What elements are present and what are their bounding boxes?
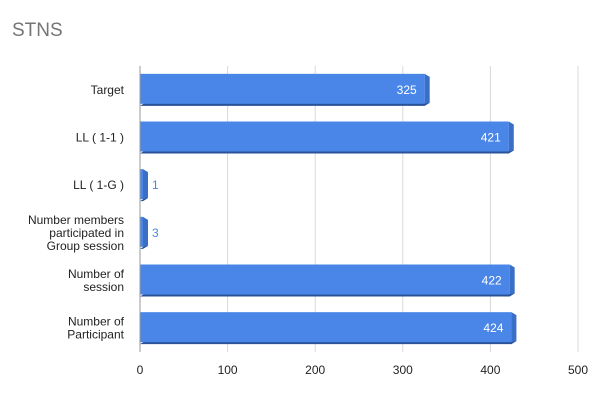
category-label: Participant (67, 328, 124, 342)
bar (140, 312, 512, 343)
bar-side-face (143, 216, 148, 247)
x-tick-label: 400 (480, 363, 500, 377)
bar-side-face (508, 121, 514, 152)
bar-side-face (424, 73, 430, 104)
bar-bottom-face (140, 245, 148, 249)
bar (140, 121, 509, 152)
category-label: Group session (47, 239, 124, 253)
bar-side-face (511, 312, 517, 343)
x-tick-label: 500 (568, 363, 588, 377)
category-label: participated in (49, 226, 124, 240)
data-label: 424 (483, 321, 503, 335)
x-tick-label: 100 (218, 363, 238, 377)
x-tick-label: 0 (137, 363, 144, 377)
category-label: LL ( 1-G ) (73, 178, 124, 192)
data-label: 1 (152, 178, 159, 192)
chart-title: STNS (12, 20, 63, 41)
bar (140, 73, 425, 104)
bar (140, 264, 510, 295)
data-label: 422 (482, 274, 502, 288)
x-tick-label: 200 (305, 363, 325, 377)
data-label: 3 (152, 226, 159, 240)
bar-side-face (143, 169, 148, 200)
x-tick-label: 300 (393, 363, 413, 377)
bar (140, 216, 143, 247)
category-label: Number members (28, 213, 124, 227)
bar-bottom-face (140, 198, 148, 202)
category-label: Number of (68, 267, 125, 281)
category-label: Target (91, 83, 125, 97)
data-label: 421 (481, 131, 501, 145)
bar (140, 169, 143, 200)
category-label: session (83, 280, 124, 294)
bar-side-face (509, 264, 515, 295)
category-label: LL ( 1-1 ) (76, 131, 124, 145)
category-label: Number of (68, 315, 125, 329)
data-label: 325 (397, 83, 417, 97)
